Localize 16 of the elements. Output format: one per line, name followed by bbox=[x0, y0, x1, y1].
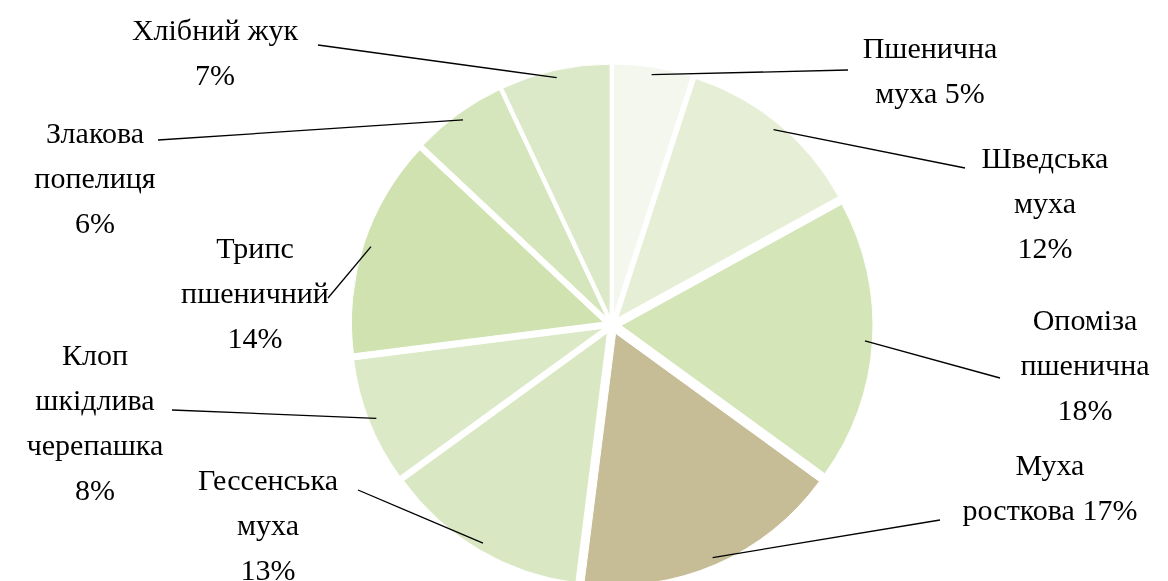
slice-label: Трипс пшеничний bbox=[181, 231, 329, 309]
slice-label: Клоп шкідлива черепашка bbox=[26, 338, 164, 461]
slice-label: Хлібний жук bbox=[131, 13, 299, 46]
slice-label: Пшенична муха 5% bbox=[862, 31, 998, 109]
slice-label: Шведська муха bbox=[981, 141, 1109, 219]
slice-label: Опоміза пшенична bbox=[1020, 303, 1150, 381]
data-label: 7% bbox=[195, 58, 235, 91]
data-label: 14% bbox=[227, 321, 283, 354]
slice-label: Муха росткова 17% bbox=[962, 448, 1138, 526]
data-label: 18% bbox=[1057, 393, 1113, 426]
data-label: 12% bbox=[1017, 231, 1073, 264]
slice-label: Гессенська муха bbox=[198, 463, 338, 541]
data-label: 13% bbox=[240, 553, 296, 581]
data-label: 6% bbox=[75, 206, 115, 239]
data-label: 8% bbox=[75, 473, 115, 506]
slice-label: Злакова попелиця bbox=[34, 116, 156, 194]
